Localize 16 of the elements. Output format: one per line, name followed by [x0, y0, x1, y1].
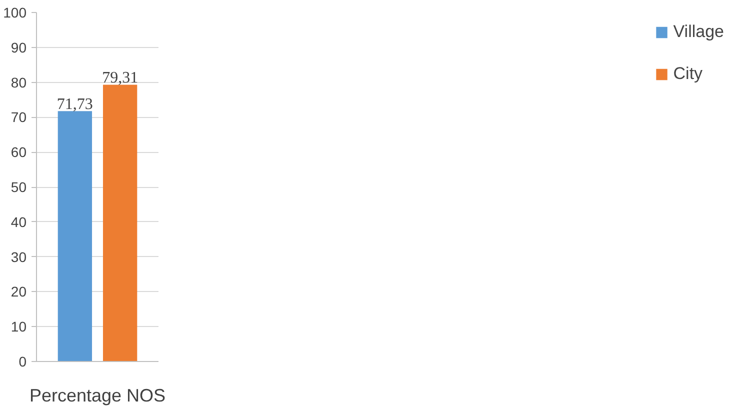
data-label: 71,73 [56, 96, 93, 114]
y-tick-label: 90 [10, 39, 27, 56]
data-label: 79,31 [102, 70, 138, 87]
legend-label: City [673, 64, 703, 84]
y-tick-label: 50 [10, 179, 27, 195]
y-tick-label: 40 [10, 214, 27, 230]
y-tick-label: 100 [3, 4, 27, 20]
x-tick-label: Percentage NOS [29, 386, 166, 406]
y-tick-label: 20 [10, 284, 27, 300]
legend-label: Village [673, 22, 724, 42]
y-tick-label: 30 [10, 248, 27, 265]
y-tick-label: 70 [10, 109, 27, 126]
y-tick-label: 0 [18, 354, 27, 370]
y-tick-label: 80 [10, 74, 27, 90]
y-tick-label: 60 [10, 144, 27, 160]
y-tick-label: 10 [10, 318, 27, 335]
